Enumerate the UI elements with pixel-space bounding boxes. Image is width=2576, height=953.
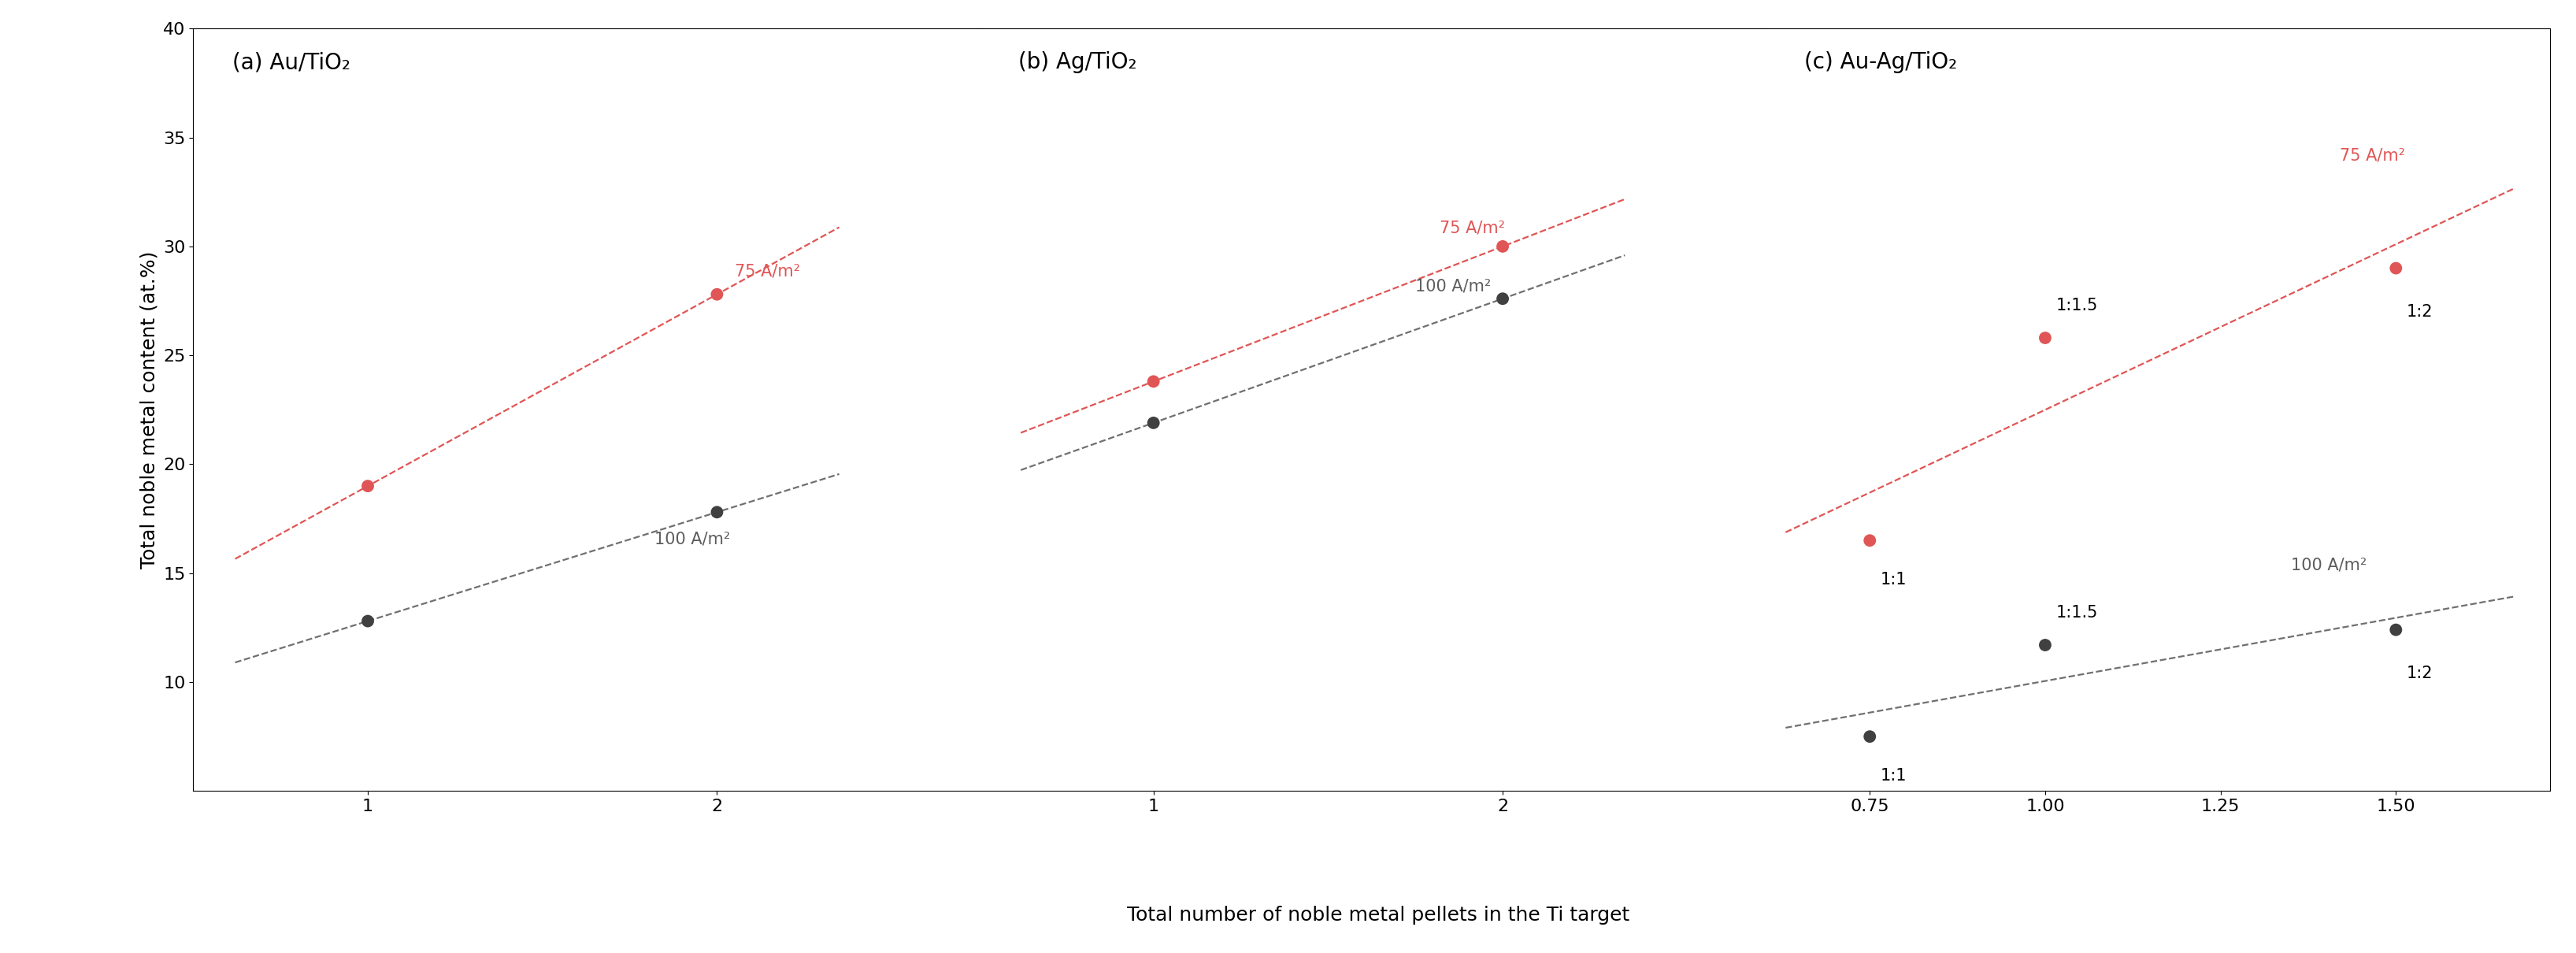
Text: (b) Ag/TiO₂: (b) Ag/TiO₂ <box>1018 51 1136 73</box>
Point <box>348 614 389 629</box>
Point <box>696 287 737 302</box>
Y-axis label: Total noble metal content (at.%): Total noble metal content (at.%) <box>139 251 160 569</box>
Text: 75 A/m²: 75 A/m² <box>2339 148 2406 164</box>
Text: 1:2: 1:2 <box>2406 304 2432 319</box>
Point <box>1850 729 1891 744</box>
Text: 1:2: 1:2 <box>2406 665 2432 681</box>
Text: 1:1: 1:1 <box>1880 768 1906 783</box>
Text: (c) Au-Ag/TiO₂: (c) Au-Ag/TiO₂ <box>1803 51 1958 73</box>
Point <box>696 504 737 519</box>
Text: 1:1: 1:1 <box>1880 572 1906 588</box>
Text: 75 A/m²: 75 A/m² <box>1440 220 1504 235</box>
Point <box>2025 638 2066 653</box>
Text: 1:1.5: 1:1.5 <box>2056 297 2097 314</box>
Text: 100 A/m²: 100 A/m² <box>2290 558 2367 573</box>
Point <box>2025 331 2066 346</box>
Point <box>1481 291 1522 306</box>
Point <box>1133 416 1175 431</box>
Text: 1:1.5: 1:1.5 <box>2056 604 2097 620</box>
Point <box>2375 260 2416 275</box>
Text: Total number of noble metal pellets in the Ti target: Total number of noble metal pellets in t… <box>1126 905 1631 924</box>
Point <box>348 478 389 494</box>
Point <box>1133 374 1175 389</box>
Text: 75 A/m²: 75 A/m² <box>734 263 801 279</box>
Text: 100 A/m²: 100 A/m² <box>1414 278 1492 294</box>
Point <box>2375 622 2416 638</box>
Text: 100 A/m²: 100 A/m² <box>654 531 729 547</box>
Point <box>1481 239 1522 254</box>
Point <box>1850 533 1891 548</box>
Text: (a) Au/TiO₂: (a) Au/TiO₂ <box>232 51 350 73</box>
